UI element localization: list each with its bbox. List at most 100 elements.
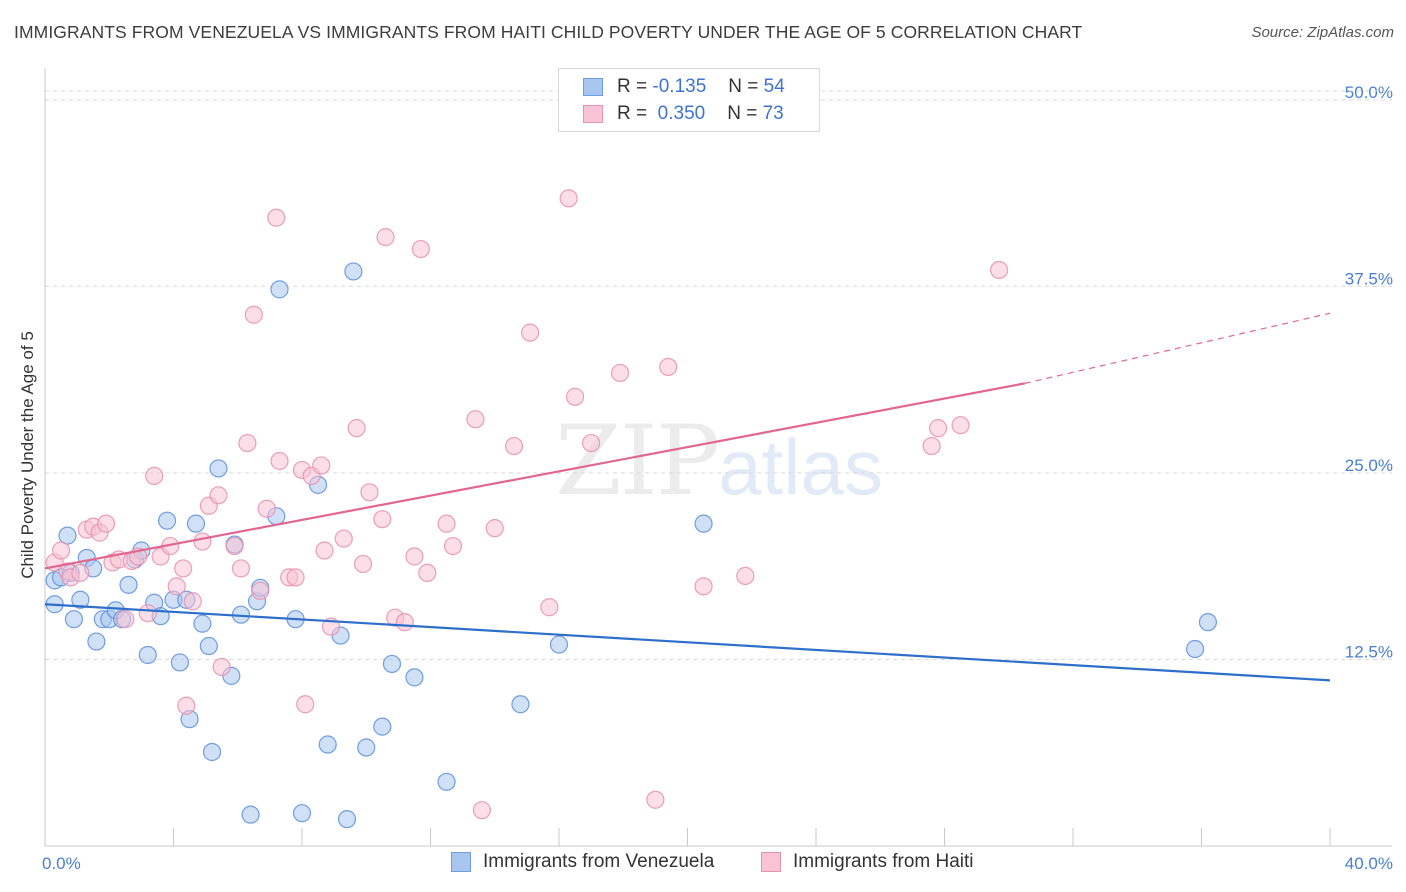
venezuela-n-value: 54 [763,76,785,97]
haiti-point-21 [183,592,202,611]
venezuela-point-9 [87,632,106,651]
haiti-trend-extension [1024,312,1331,384]
y-tick-label-2: 37.5% [1345,269,1393,288]
venezuela-point-6 [71,590,90,609]
haiti-point-66 [659,357,678,377]
venezuela-r-value: -0.135 [652,76,707,97]
haiti-point-42 [334,529,353,548]
haiti-point-27 [231,559,251,578]
haiti-point-67 [694,577,713,596]
venezuela-point-45 [357,738,376,757]
haiti-point-33 [270,451,289,471]
watermark-zip: ZIP [555,405,720,517]
correlation-legend: R = -0.135 N = 54 R = 0.350 N = 73 [558,68,820,132]
haiti-point-50 [405,547,424,566]
haiti-r-label: R = [617,103,648,124]
haiti-point-52 [418,563,437,583]
haiti-point-15 [145,466,164,486]
haiti-point-62 [565,387,585,406]
haiti-point-56 [472,801,491,820]
venezuela-point-33 [241,805,260,824]
venezuela-point-29 [209,459,228,478]
haiti-point-1 [51,541,71,560]
haiti-point-71 [951,416,970,435]
haiti-r-value: 0.350 [657,103,706,124]
venezuela-point-49 [437,772,456,791]
haiti-point-45 [360,483,379,502]
haiti-point-53 [437,514,456,533]
venezuela-r-label: R = [617,76,648,97]
venezuela-point-25 [186,514,206,533]
haiti-point-20 [177,696,196,715]
legend-swatch-haiti [761,852,781,872]
haiti-point-54 [443,536,463,556]
haiti-point-4 [71,563,90,583]
venezuela-point-46 [373,717,392,736]
legend-row-haiti: R = 0.350 N = 73 [583,102,784,126]
venezuela-point-41 [318,735,337,754]
legend-label-haiti: Immigrants from Haiti [793,851,974,872]
venezuela-point-53 [1185,639,1205,659]
legend-item-venezuela: Immigrants from Venezuela [451,851,714,873]
haiti-swatch [583,105,603,123]
venezuela-point-39 [292,804,312,823]
haiti-point-43 [347,419,366,438]
haiti-point-65 [646,790,665,809]
venezuela-point-28 [202,742,222,762]
haiti-point-30 [251,581,270,600]
haiti-point-37 [296,695,315,714]
haiti-point-8 [96,514,116,533]
venezuela-point-52 [694,514,713,533]
watermark-atlas: atlas [718,423,883,511]
haiti-point-70 [928,419,948,438]
venezuela-point-14 [119,575,138,594]
haiti-point-60 [540,598,559,617]
haiti-point-25 [212,657,231,677]
venezuela-point-26 [193,614,212,633]
haiti-point-28 [238,433,257,453]
haiti-point-61 [559,189,578,208]
haiti-point-31 [257,499,276,518]
watermark: ZIPatlas [555,405,883,517]
haiti-point-69 [922,436,941,456]
haiti-point-24 [209,486,228,505]
venezuela-point-22 [170,653,190,672]
haiti-point-29 [244,305,263,324]
legend-label-venezuela: Immigrants from Venezuela [483,851,715,872]
haiti-point-59 [520,323,540,342]
venezuela-swatch [583,78,603,96]
haiti-point-68 [736,566,755,585]
haiti-point-18 [167,577,186,596]
venezuela-point-44 [344,262,363,281]
haiti-n-label: N = [727,103,758,124]
y-tick-label-1: 25.0% [1345,456,1393,475]
venezuela-point-54 [1198,613,1218,632]
haiti-point-57 [485,519,504,538]
x-tick-label-0: 0.0% [42,854,81,873]
chart-title: IMMIGRANTS FROM VENEZUELA VS IMMIGRANTS … [14,22,1083,42]
haiti-point-39 [312,456,331,475]
haiti-point-58 [504,436,524,456]
y-tick-label-0: 12.5% [1345,642,1393,661]
venezuela-n-label: N = [728,76,759,97]
x-tick-label-1: 40.0% [1345,854,1393,873]
haiti-point-63 [582,433,601,453]
legend-swatch-venezuela [451,852,471,872]
legend-item-haiti: Immigrants from Haiti [761,851,974,873]
haiti-point-35 [286,568,305,587]
haiti-point-44 [353,554,373,574]
haiti-trend-line [44,382,1026,570]
haiti-point-49 [395,613,414,632]
haiti-point-14 [138,604,157,623]
venezuela-point-48 [405,668,424,687]
haiti-n-value: 73 [762,103,784,124]
haiti-point-47 [376,228,395,247]
venezuela-point-27 [199,636,218,656]
haiti-point-22 [193,532,212,551]
series-legend: Immigrants from Venezuela Immigrants fro… [0,851,1406,879]
venezuela-point-47 [382,654,402,674]
legend-row-venezuela: R = -0.135 N = 54 [583,75,785,99]
venezuela-point-43 [337,810,357,829]
haiti-point-32 [267,208,286,227]
haiti-point-46 [373,510,392,529]
